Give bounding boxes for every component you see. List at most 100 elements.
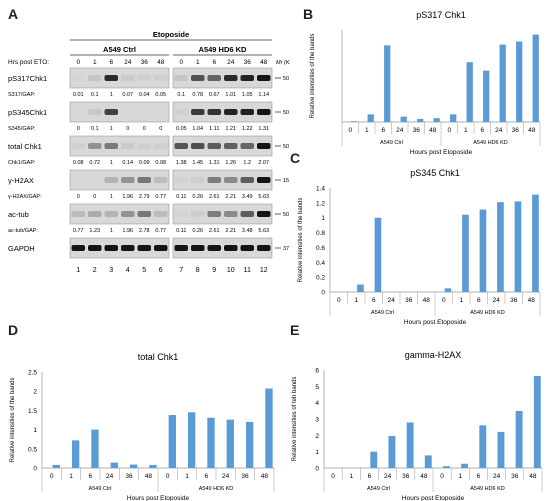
blot-strip <box>69 169 170 191</box>
time-label: 36 <box>244 59 252 66</box>
blot-band <box>207 109 221 115</box>
blot-row-label: pS317Chk1 <box>8 74 47 83</box>
bar <box>52 464 60 468</box>
bar <box>516 41 523 122</box>
ratio-value: 2.79 <box>139 194 150 200</box>
bar <box>515 410 523 468</box>
bar <box>424 455 432 468</box>
lane-number: 1 <box>76 267 80 274</box>
blot-strip <box>172 67 273 89</box>
blot-band <box>240 143 254 149</box>
x-tick-label: 48 <box>420 473 428 480</box>
y-tick-label: 0.8 <box>316 230 325 237</box>
blot-band <box>104 75 118 81</box>
x-tick-label: 36 <box>511 473 519 480</box>
blot-strip <box>172 101 273 123</box>
blot-strip <box>172 203 273 225</box>
y-tick-label: 0 <box>321 290 325 297</box>
bar <box>406 422 414 468</box>
group-label: A549 Ctrl <box>371 310 394 316</box>
ratio-value: 0.1 <box>91 92 99 98</box>
ratio-value: 0.78 <box>192 92 203 98</box>
blot-band <box>88 177 102 183</box>
ratio-value: 1.22 <box>242 126 253 132</box>
ratio-value: 1.96 <box>122 228 133 234</box>
group-label: A549 Ctrl <box>380 140 403 146</box>
x-tick-label: 0 <box>331 473 335 480</box>
blot-band <box>121 75 135 81</box>
blot-band <box>137 75 151 81</box>
x-tick-label: 24 <box>388 297 396 304</box>
blot-band <box>137 177 151 183</box>
x-axis-label: Hours post Etoposide <box>402 495 465 501</box>
x-tick-label: 6 <box>477 473 481 480</box>
ratio-value: 1.23 <box>89 228 100 234</box>
y-tick-label: 1.2 <box>316 200 325 207</box>
bar <box>433 118 440 122</box>
blot-band <box>104 109 118 115</box>
blot-band <box>224 177 238 183</box>
x-tick-label: 24 <box>222 473 230 480</box>
ratio-value: 0 <box>143 126 146 132</box>
bar <box>388 435 396 468</box>
blot-band <box>174 143 188 149</box>
y-tick-label: 0 <box>315 466 319 473</box>
x-tick-label: 6 <box>89 473 93 480</box>
blot-band <box>207 245 221 251</box>
ratio-value: 1.14 <box>258 92 269 98</box>
ratio-value: 1.96 <box>122 194 133 200</box>
mw-label: 50 <box>283 212 289 218</box>
blot-band <box>174 109 188 115</box>
ratio-value: 0.72 <box>89 160 100 166</box>
bar <box>417 118 424 122</box>
ratio-value: 1.31 <box>258 126 269 132</box>
blot-band <box>207 177 221 183</box>
blot-band <box>154 75 168 81</box>
blot-band <box>257 177 271 183</box>
x-tick-label: 0 <box>50 473 54 480</box>
ratio-value: 1.38 <box>176 160 187 166</box>
x-tick-label: 1 <box>185 473 189 480</box>
ratio-value: 1 <box>110 92 113 98</box>
group-label: A549 Ctrl <box>367 486 390 492</box>
blot-band <box>71 211 85 217</box>
blot-band <box>191 177 205 183</box>
ratio-value: 1 <box>110 160 113 166</box>
blot-band <box>257 245 271 251</box>
y-tick-label: 0.4 <box>316 260 325 267</box>
x-tick-label: 24 <box>495 127 503 134</box>
ratio-value: 0.05 <box>176 126 187 132</box>
ratio-value: 1.31 <box>209 160 220 166</box>
x-axis-label: Hours post Etoposide <box>127 495 190 501</box>
blot-band <box>224 143 238 149</box>
blot-band <box>121 245 135 251</box>
blot-band <box>104 177 118 183</box>
ratio-value: 0.08 <box>155 160 166 166</box>
lane-number: 10 <box>227 267 235 274</box>
ratio-value: 0.26 <box>192 194 203 200</box>
ratio-value: 0.01 <box>73 92 84 98</box>
blot-strip <box>172 237 273 259</box>
blot-band <box>207 143 221 149</box>
bar <box>374 217 382 292</box>
x-tick-label: 1 <box>349 473 353 480</box>
bar <box>462 214 469 292</box>
group-label: A549 HD6 KD <box>199 486 234 492</box>
blot-band <box>154 211 168 217</box>
y-tick-label: 0.6 <box>316 245 325 252</box>
blot-row-label: total Chk1 <box>8 142 42 151</box>
ratio-label: γ-H2AX/GAP: <box>8 194 42 200</box>
panel-label-e: E <box>290 322 300 338</box>
time-label: 24 <box>124 59 132 66</box>
ratio-value: 0.08 <box>73 160 84 166</box>
x-tick-label: 36 <box>510 297 518 304</box>
blot-band <box>104 143 118 149</box>
ratio-value: 0.04 <box>139 92 150 98</box>
blot-band <box>224 211 238 217</box>
mw-label: 37 <box>283 246 289 252</box>
blot-band <box>121 109 135 115</box>
x-tick-label: 6 <box>480 127 484 134</box>
time-label: 6 <box>212 59 216 66</box>
time-label: 36 <box>141 59 149 66</box>
blot-band <box>104 211 118 217</box>
